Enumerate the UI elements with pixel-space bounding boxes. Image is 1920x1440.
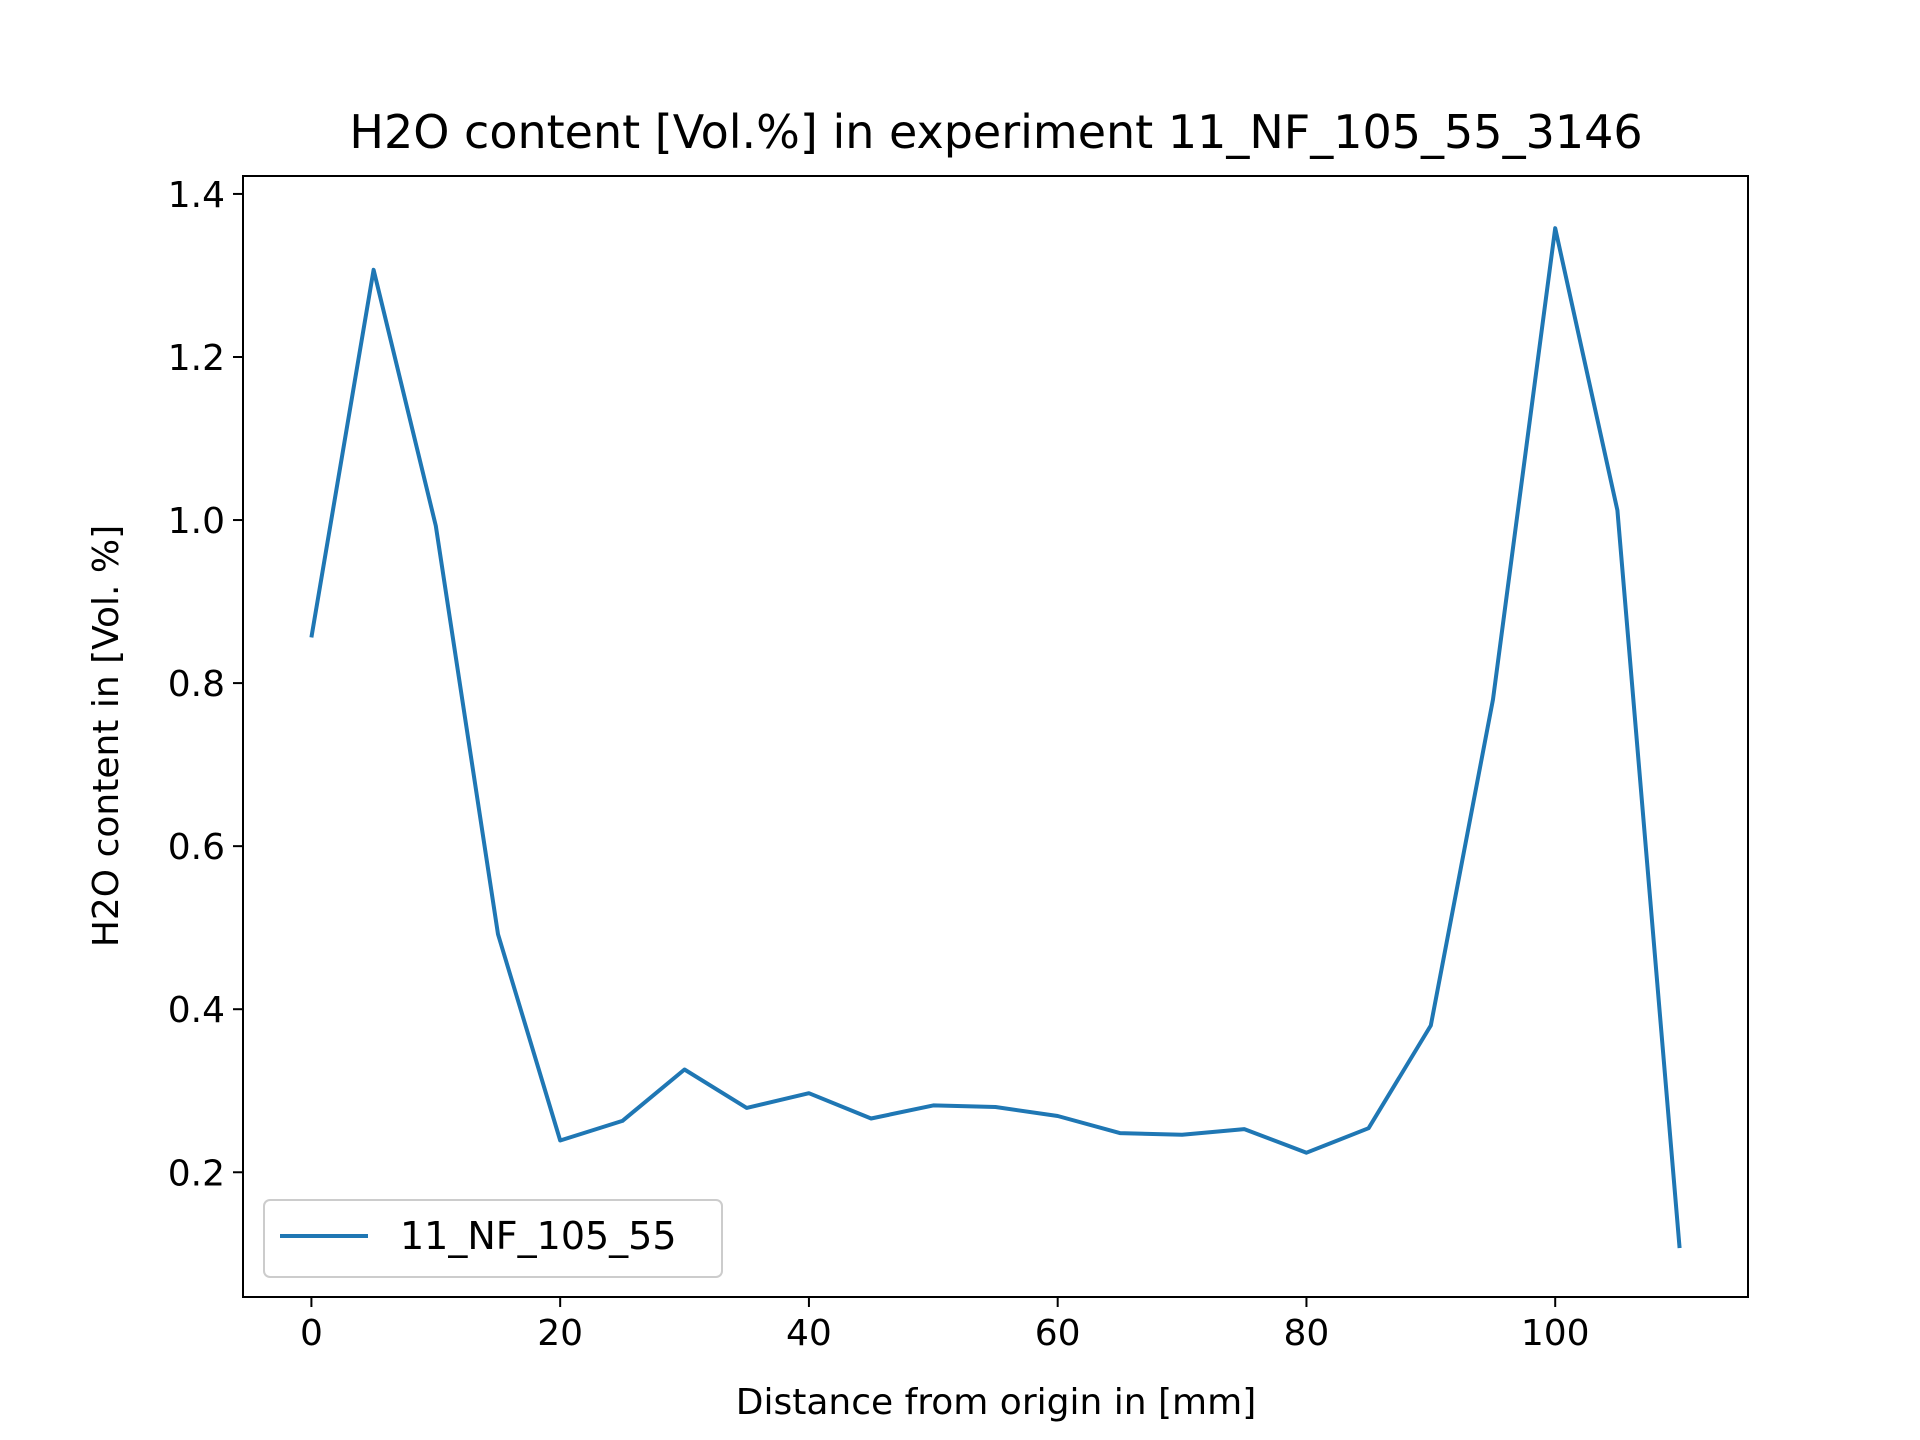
y-tick-label: 1.0: [168, 501, 225, 542]
legend-box: [263, 1199, 723, 1278]
legend-label: 11_NF_105_55: [400, 1214, 677, 1258]
y-tick-label: 0.2: [168, 1153, 225, 1194]
y-tick-label: 0.8: [168, 664, 225, 705]
x-tick-label: 80: [1284, 1313, 1330, 1354]
x-tick-label: 60: [1035, 1313, 1081, 1354]
y-tick-label: 1.2: [168, 338, 225, 379]
y-tick-label: 0.4: [168, 990, 225, 1031]
y-tick-label: 0.6: [168, 827, 225, 868]
x-tick-label: 0: [300, 1313, 323, 1354]
axis-ticks: 0 20 40 60 80 100 0.2 0.4 0.6 0.8 1.0 1.2 1.4: [168, 175, 1590, 1354]
y-axis-label: H2O content in [Vol. %]: [86, 525, 127, 947]
x-axis-label: Distance from origin in [mm]: [736, 1382, 1257, 1423]
plot-area-frame: [242, 175, 1749, 1298]
series-layer: [309, 226, 1682, 1249]
legend: 11_NF_105_55: [263, 1199, 723, 1278]
x-tick-label: 20: [537, 1313, 583, 1354]
x-tick-label: 100: [1521, 1313, 1590, 1354]
series-line-0: [309, 226, 1682, 1249]
chart-title: H2O content [Vol.%] in experiment 11_NF_…: [349, 105, 1642, 159]
y-tick-label: 1.4: [168, 175, 225, 216]
x-tick-label: 40: [786, 1313, 832, 1354]
